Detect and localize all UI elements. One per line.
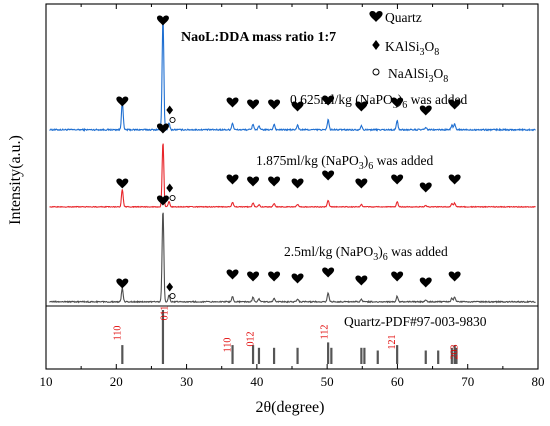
quartz-marker <box>247 99 260 110</box>
legend-label-quartz: Quartz <box>385 10 422 25</box>
series-line-2 <box>49 212 536 304</box>
phase-markers <box>116 15 461 300</box>
quartz-marker <box>391 174 404 185</box>
quartz-marker <box>268 176 281 187</box>
naalsi-marker <box>169 116 176 124</box>
y-axis-title: Intensity(a.u.) <box>7 135 24 225</box>
hkl-label: 110 <box>223 338 234 353</box>
hkl-label: 203 <box>449 345 460 360</box>
x-tick-label: 40 <box>250 374 263 389</box>
axes: 10 20 30 40 50 60 70 80 <box>40 3 545 389</box>
series-line-1 <box>49 143 536 209</box>
reference-pattern: 110 011 110 012 112 121 203 <box>46 305 538 364</box>
series-label-25: 2.5ml/kg (NaPO3)6 was added <box>284 244 448 263</box>
legend-naalsi-marker <box>372 68 380 76</box>
quartz-marker <box>291 178 304 189</box>
quartz-marker <box>419 182 432 193</box>
quartz-marker <box>291 273 304 284</box>
quartz-marker <box>322 95 335 106</box>
svg-text:0.625ml/kg (NaPO3)6 was added: 0.625ml/kg (NaPO3)6 was added <box>290 92 467 111</box>
chart-title: NaoL:DDA mass ratio 1:7 <box>181 30 336 45</box>
quartz-marker <box>116 178 129 189</box>
kalsi-legend-diamond <box>372 40 380 50</box>
naalsi-marker <box>169 292 176 300</box>
quartz-marker <box>291 101 304 112</box>
quartz-marker <box>448 99 461 110</box>
x-tick-label: 80 <box>532 374 545 389</box>
svg-text:2.5ml/kg (NaPO3)6 was added: 2.5ml/kg (NaPO3)6 was added <box>284 244 448 263</box>
x-tick-label: 30 <box>180 374 193 389</box>
quartz-legend-heart <box>369 11 383 23</box>
hkl-label: 121 <box>387 335 398 350</box>
quartz-marker <box>268 271 281 282</box>
x-tick-label: 60 <box>391 374 404 389</box>
quartz-marker <box>226 97 239 108</box>
kalsi-marker <box>166 183 174 193</box>
quartz-marker <box>355 275 368 286</box>
kalsi-marker <box>166 105 174 115</box>
x-tick-label: 20 <box>110 374 123 389</box>
quartz-marker <box>391 271 404 282</box>
quartz-marker <box>448 271 461 282</box>
legend-label-kalsi: KAlSi3O8 <box>385 39 439 58</box>
series-layer <box>49 21 536 304</box>
hkl-label: 011 <box>160 306 171 321</box>
quartz-marker <box>268 99 281 110</box>
quartz-marker <box>156 15 169 26</box>
series-line-0 <box>49 21 536 132</box>
quartz-marker <box>247 271 260 282</box>
kalsi-marker <box>166 282 174 292</box>
quartz-marker <box>322 170 335 181</box>
x-axis-title: 2θ(degree) <box>256 399 325 416</box>
quartz-marker <box>116 96 129 107</box>
quartz-marker <box>355 178 368 189</box>
quartz-marker <box>156 123 169 134</box>
hkl-label: 012 <box>245 332 256 347</box>
svg-text:1.875ml/kg (NaPO3)6 was added: 1.875ml/kg (NaPO3)6 was added <box>256 153 433 172</box>
quartz-marker <box>156 195 169 206</box>
x-tick-label: 70 <box>461 374 474 389</box>
quartz-marker <box>419 105 432 116</box>
reference-label: Quartz-PDF#97-003-9830 <box>344 314 487 329</box>
series-label-1875: 1.875ml/kg (NaPO3)6 was added <box>256 153 433 172</box>
x-tick-label: 10 <box>40 374 53 389</box>
quartz-marker <box>419 277 432 288</box>
legend-quartz-marker <box>369 11 383 23</box>
quartz-marker <box>355 101 368 112</box>
x-tick-label: 50 <box>321 374 334 389</box>
quartz-marker <box>322 267 335 278</box>
quartz-marker <box>226 174 239 185</box>
quartz-marker <box>116 278 129 289</box>
hkl-label: 112 <box>319 325 330 340</box>
quartz-marker <box>226 269 239 280</box>
quartz-marker <box>247 176 260 187</box>
legend-label-naalsi: NaAlSi3O8 <box>388 66 448 85</box>
legend-kalsi-marker <box>372 40 380 50</box>
naalsi-marker <box>169 194 176 202</box>
series-label-0625: 0.625ml/kg (NaPO3)6 was added <box>290 92 467 111</box>
quartz-marker <box>448 174 461 185</box>
hkl-label: 110 <box>112 326 123 341</box>
legend: Quartz KAlSi3O8 NaAlSi3O8 <box>369 10 448 85</box>
quartz-marker <box>391 97 404 108</box>
